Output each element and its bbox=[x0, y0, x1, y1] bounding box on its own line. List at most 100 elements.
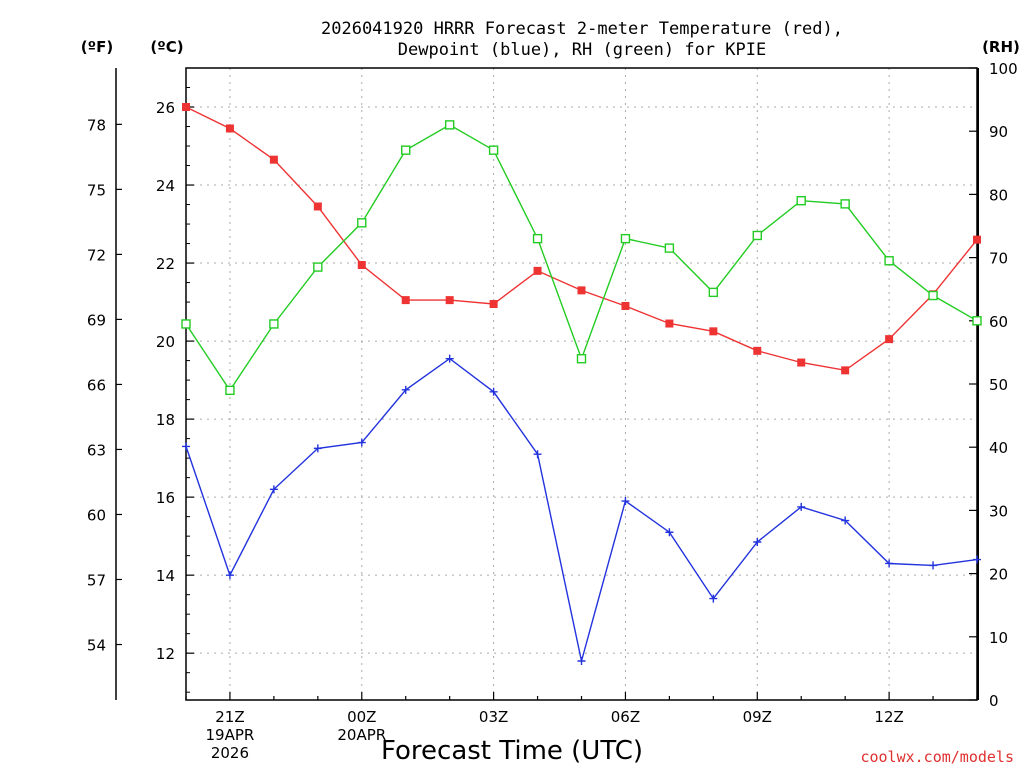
dewpoint-line bbox=[185, 357, 978, 662]
data-series bbox=[181, 103, 982, 665]
temperature-point bbox=[357, 261, 366, 270]
rh-point bbox=[357, 218, 367, 228]
dewpoint-point bbox=[973, 555, 981, 564]
dewpoint-point bbox=[577, 656, 586, 665]
rh-point bbox=[532, 233, 543, 244]
rh-point bbox=[401, 145, 411, 155]
fahrenheit-tick-label: 54 bbox=[87, 637, 106, 655]
rh-point bbox=[796, 196, 806, 206]
rh-tick-label: 50 bbox=[989, 376, 1008, 394]
dewpoint-point bbox=[357, 438, 366, 447]
rh-point bbox=[664, 243, 675, 253]
rh-point bbox=[928, 290, 938, 301]
temperature-point bbox=[533, 266, 542, 275]
temperature-point bbox=[401, 296, 410, 305]
celsius-tick-label: 16 bbox=[156, 489, 175, 507]
rh-tick-label: 10 bbox=[989, 629, 1008, 647]
fahrenheit-tick-label: 78 bbox=[87, 116, 106, 134]
rh-tick-label: 90 bbox=[989, 123, 1008, 141]
rh-point bbox=[752, 230, 762, 241]
chart-title-line2: Dewpoint (blue), RH (green) for KPIE bbox=[398, 40, 766, 60]
x-axis-label: Forecast Time (UTC) bbox=[381, 736, 643, 766]
rh-point bbox=[444, 120, 455, 130]
rh-point bbox=[313, 262, 323, 272]
rh-point bbox=[708, 287, 719, 298]
tick-labels: 12 14 16 18 20 22 24 26 54 57 60 63 66 69 72 75 78 0 10 20 3… bbox=[87, 60, 1018, 762]
rh-tick-label: 70 bbox=[989, 250, 1008, 268]
x-tick-label: 2026 bbox=[211, 744, 249, 762]
celsius-unit-label: (ºC) bbox=[150, 38, 183, 56]
dewpoint-point bbox=[489, 387, 498, 396]
rh-point bbox=[840, 199, 850, 209]
rh-point bbox=[488, 145, 499, 155]
rh-point bbox=[620, 233, 631, 244]
temperature-point bbox=[973, 235, 981, 244]
temperature-point bbox=[841, 366, 850, 375]
dewpoint-point bbox=[445, 354, 454, 363]
temperature-point bbox=[797, 358, 806, 367]
fahrenheit-tick-label: 57 bbox=[87, 571, 106, 589]
x-tick-label: 00Z bbox=[347, 708, 376, 726]
temperature-point bbox=[269, 155, 278, 164]
rh-point bbox=[576, 354, 587, 364]
celsius-tick-label: 20 bbox=[156, 333, 175, 351]
temperature-point bbox=[709, 327, 718, 336]
rh-tick-label: 40 bbox=[989, 439, 1008, 457]
temperature-point bbox=[182, 103, 190, 112]
dewpoint-point bbox=[753, 538, 762, 546]
dewpoint-point bbox=[709, 594, 718, 603]
temperature-point bbox=[445, 296, 454, 305]
dewpoint-point bbox=[225, 571, 234, 580]
celsius-tick-label: 26 bbox=[156, 99, 175, 117]
rh-point bbox=[269, 319, 279, 329]
celsius-tick-label: 12 bbox=[156, 645, 175, 663]
dewpoint-point bbox=[313, 444, 322, 453]
dewpoint-point bbox=[269, 485, 278, 494]
dewpoint-point bbox=[841, 516, 850, 525]
fahrenheit-unit-label: (ºF) bbox=[81, 38, 113, 56]
rh-point bbox=[972, 316, 982, 326]
celsius-tick-label: 14 bbox=[156, 567, 175, 585]
rh-tick-label: 30 bbox=[989, 502, 1008, 520]
rh-point bbox=[181, 319, 191, 329]
temperature-point bbox=[577, 286, 586, 295]
x-tick-label: 09Z bbox=[743, 708, 772, 726]
fahrenheit-tick-label: 63 bbox=[87, 441, 106, 459]
celsius-tick-label: 24 bbox=[156, 177, 175, 195]
dewpoint-point bbox=[182, 442, 190, 451]
fahrenheit-tick-label: 72 bbox=[87, 246, 106, 264]
x-tick-label: 12Z bbox=[874, 708, 903, 726]
temperature-point bbox=[665, 319, 674, 328]
x-tick-label: 20APR bbox=[337, 726, 386, 744]
rh-tick-label: 100 bbox=[989, 60, 1018, 78]
dewpoint-point bbox=[885, 559, 894, 568]
chart-title-line1: 2026041920 HRRR Forecast 2-meter Tempera… bbox=[321, 19, 843, 39]
dewpoint-point bbox=[401, 385, 410, 394]
dewpoint-point bbox=[929, 561, 938, 570]
x-tick-label: 21Z bbox=[215, 708, 244, 726]
temperature-point bbox=[885, 335, 894, 344]
rh-unit-label: (RH) bbox=[982, 38, 1020, 56]
x-tick-label: 03Z bbox=[479, 708, 508, 726]
dewpoint-point bbox=[665, 528, 674, 537]
rh-point bbox=[884, 256, 894, 266]
fahrenheit-tick-label: 60 bbox=[87, 506, 106, 524]
temperature-point bbox=[753, 346, 762, 355]
x-tick-label: 19APR bbox=[206, 726, 255, 744]
dewpoint-point bbox=[533, 450, 542, 459]
dewpoint-point bbox=[621, 497, 630, 506]
rh-tick-label: 20 bbox=[989, 566, 1008, 584]
celsius-tick-label: 18 bbox=[156, 411, 175, 429]
rh-tick-label: 0 bbox=[989, 692, 999, 710]
temperature-point bbox=[489, 300, 498, 309]
fahrenheit-tick-label: 66 bbox=[87, 376, 106, 394]
temperature-point bbox=[225, 124, 234, 133]
rh-tick-label: 60 bbox=[989, 313, 1008, 331]
celsius-tick-label: 22 bbox=[156, 255, 175, 273]
temperature-point bbox=[621, 301, 630, 310]
axes bbox=[115, 67, 979, 701]
grid-lines bbox=[186, 68, 977, 700]
rh-point bbox=[225, 385, 235, 396]
fahrenheit-tick-label: 69 bbox=[87, 311, 106, 329]
rh-tick-label: 80 bbox=[989, 186, 1008, 204]
